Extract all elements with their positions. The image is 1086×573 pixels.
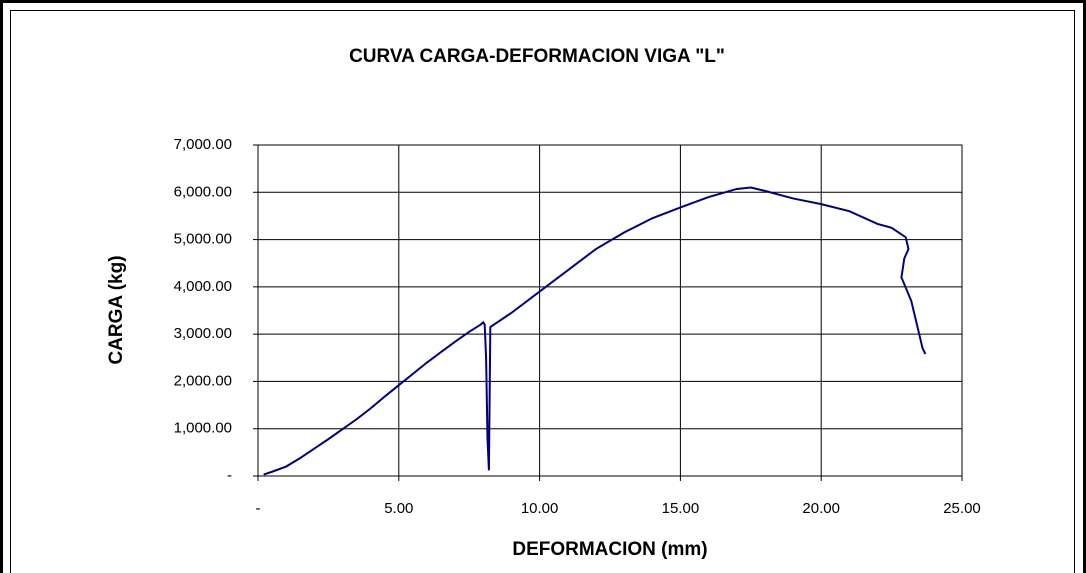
x-axis-title: DEFORMACION (mm)	[512, 539, 707, 560]
x-tick-label: 20.00	[802, 500, 840, 517]
y-axis-title: CARGA (kg)	[106, 255, 127, 364]
y-tick-label: -	[227, 467, 232, 484]
inner-border	[10, 10, 1075, 573]
y-tick-label: 7,000.00	[174, 136, 232, 153]
y-tick-label: 5,000.00	[174, 231, 232, 248]
x-tick-label: 15.00	[662, 500, 700, 517]
x-tick-label: 10.00	[521, 500, 559, 517]
data-line	[263, 186, 927, 476]
chart-title: CURVA CARGA-DEFORMACION VIGA "L"	[349, 46, 725, 67]
y-tick-label: 6,000.00	[174, 183, 232, 200]
y-tick-label: 2,000.00	[174, 372, 232, 389]
x-tick-label: -	[256, 500, 261, 517]
y-tick-label: 1,000.00	[174, 420, 232, 437]
x-tick-label: 25.00	[943, 500, 981, 517]
x-tick-label: 5.00	[384, 500, 413, 517]
y-tick-label: 4,000.00	[174, 278, 232, 295]
y-tick-label: 3,000.00	[174, 325, 232, 342]
plot-area	[257, 144, 963, 477]
